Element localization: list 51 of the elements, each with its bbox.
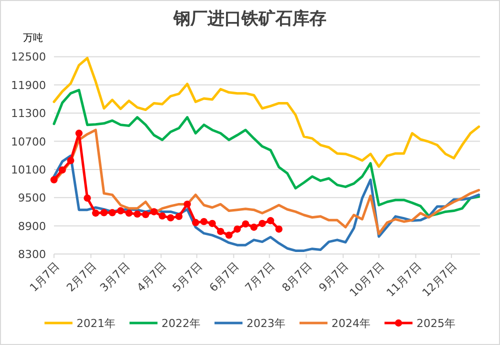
point (50, 176, 58, 184)
point (108, 209, 116, 216)
point (125, 210, 133, 217)
x-tick-label: 5月7日 (170, 260, 205, 294)
x-tick-label: 7月7日 (242, 260, 278, 294)
legend-label: 2023年 (246, 317, 286, 330)
point (242, 220, 250, 228)
x-tick-label: 6月7日 (206, 260, 242, 294)
point (258, 220, 266, 228)
point (92, 210, 100, 217)
legend-label: 2022年 (162, 317, 200, 330)
point (250, 224, 258, 231)
point (216, 228, 224, 236)
point (67, 156, 74, 164)
point (167, 214, 174, 222)
chart-title: 钢厂进口铁矿石库存 (172, 9, 326, 29)
point (175, 212, 183, 220)
point (208, 220, 216, 228)
x-tick-label: 3月7日 (98, 260, 132, 294)
y-tick-label: 12500 (11, 50, 46, 64)
point (266, 217, 274, 224)
legend-label: 2024年 (332, 317, 370, 330)
point (75, 130, 83, 137)
y-tick-label: 8300 (18, 248, 46, 261)
point (225, 232, 233, 239)
point (234, 226, 241, 233)
y-tick-label: 8900 (18, 220, 46, 233)
y-axis-title: 万吨 (23, 32, 43, 44)
y-tick-label: 11900 (11, 78, 46, 92)
y-tick-label: 9500 (18, 192, 46, 205)
x-tick-label: 4月7日 (134, 260, 170, 294)
point (100, 209, 108, 216)
legend-label: 2021年 (76, 317, 116, 330)
point (150, 208, 158, 216)
point (275, 226, 282, 233)
point (158, 212, 166, 220)
point (184, 200, 191, 208)
x-tick-label: 2月7日 (64, 260, 99, 294)
point (192, 218, 200, 226)
point (200, 218, 208, 226)
point (84, 194, 91, 202)
point (58, 166, 66, 174)
y-tick-label: 10100 (11, 163, 46, 176)
point (142, 210, 150, 218)
legend-label: 2025年 (416, 317, 456, 330)
point (134, 210, 141, 218)
x-tick-label: 8月7日 (280, 260, 314, 294)
y-tick-label: 10700 (11, 135, 46, 148)
x-tick-label: 1月7日 (27, 260, 62, 294)
y-tick-label: 11300 (11, 107, 46, 120)
point (117, 207, 124, 214)
